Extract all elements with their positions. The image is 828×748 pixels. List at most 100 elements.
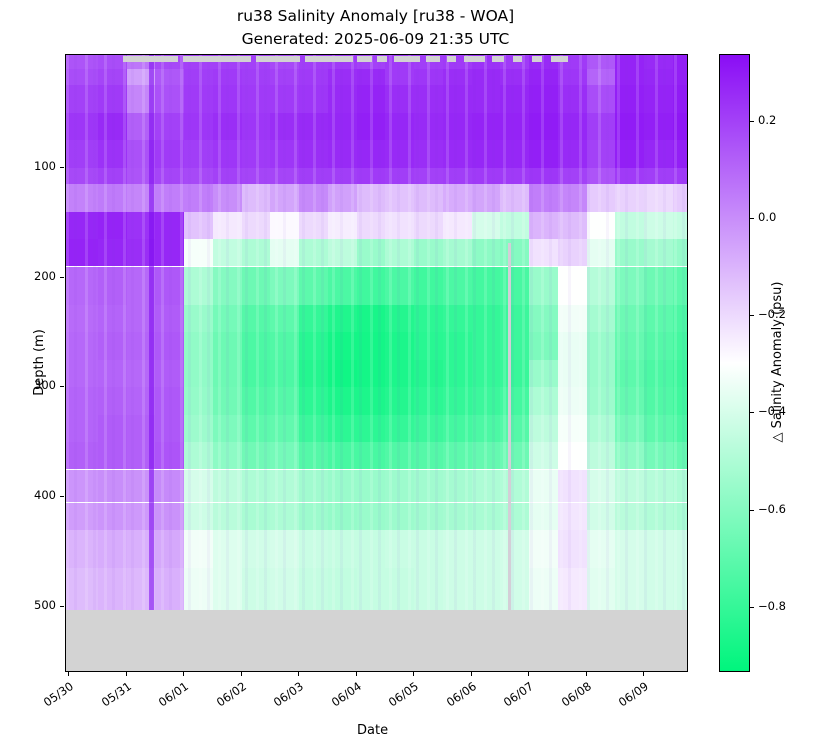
- heatmap-cell: [586, 359, 616, 388]
- heatmap-cell: [471, 140, 501, 168]
- heatmap-cell: [270, 167, 300, 185]
- heatmap-cell: [644, 69, 673, 86]
- heatmap-cell: [615, 304, 645, 333]
- heatmap-cell: [615, 442, 645, 470]
- heatmap-cell: [66, 85, 98, 113]
- heatmap-cell: [155, 69, 185, 86]
- heatmap-cell: [270, 568, 300, 610]
- heatmap-cell: [442, 359, 472, 388]
- heatmap-cell: [615, 332, 645, 360]
- heatmap-cell: [414, 414, 443, 443]
- heatmap-cell: [644, 469, 673, 503]
- heatmap-cell: [442, 529, 472, 569]
- chart-subtitle: Generated: 2025-06-09 21:35 UTC: [241, 30, 510, 48]
- x-tick-label: 06/09: [615, 679, 652, 710]
- heatmap-cell: [615, 167, 645, 185]
- heatmap-cell: [672, 239, 687, 267]
- heatmap-cell: [385, 304, 415, 333]
- heatmap-cell: [471, 442, 501, 470]
- x-tick-mark: [68, 672, 69, 676]
- heatmap-cell: [212, 568, 242, 610]
- heatmap-cell: [212, 167, 242, 185]
- colorbar-tick-mark: [750, 509, 754, 511]
- heatmap-cell: [644, 529, 673, 569]
- heatmap-cell: [442, 239, 472, 267]
- heatmap-cell: [184, 414, 213, 443]
- missing-surface-data-dash: [123, 56, 178, 62]
- heatmap-cell: [414, 140, 443, 168]
- heatmap-cell: [586, 184, 616, 212]
- missing-surface-data-dash: [357, 56, 372, 62]
- heatmap-cell: [97, 414, 127, 443]
- heatmap-cell: [241, 69, 271, 86]
- heatmap-cell: [270, 529, 300, 569]
- heatmap-cell: [155, 304, 185, 333]
- heatmap-cell: [155, 184, 185, 212]
- y-tick-label: 300: [34, 378, 56, 393]
- heatmap-cell: [442, 112, 472, 141]
- heatmap-cell: [672, 167, 687, 185]
- heatmap-cell: [97, 239, 127, 267]
- heatmap-cell: [66, 304, 98, 333]
- heatmap-cell: [155, 529, 185, 569]
- heatmap-cell: [241, 332, 271, 360]
- heatmap-cell: [184, 332, 213, 360]
- heatmap-cell: [299, 211, 328, 239]
- heatmap-cell: [97, 469, 127, 503]
- heatmap-cell: [529, 304, 558, 333]
- heatmap-cell: [529, 140, 558, 168]
- heatmap-cell: [184, 359, 213, 388]
- heatmap-cell: [299, 167, 328, 185]
- heatmap-cell: [299, 442, 328, 470]
- heatmap-cell: [385, 69, 415, 86]
- heatmap-cell: [471, 167, 501, 185]
- heatmap-cell: [184, 529, 213, 569]
- heatmap-cell: [672, 469, 687, 503]
- heatmap-cell: [270, 140, 300, 168]
- heatmap-cell: [644, 85, 673, 113]
- heatmap-cell: [672, 266, 687, 305]
- heatmap-cell: [500, 359, 530, 388]
- heatmap-cell: [672, 69, 687, 86]
- heatmap-cell: [442, 442, 472, 470]
- heatmap-cell: [442, 304, 472, 333]
- heatmap-cell: [672, 332, 687, 360]
- heatmap-cell: [644, 55, 673, 69]
- heatmap-cell: [184, 211, 213, 239]
- heatmap-cell: [557, 359, 587, 388]
- heatmap-cell: [586, 211, 616, 239]
- heatmap-cell: [327, 211, 357, 239]
- heatmap-cell: [586, 529, 616, 569]
- heatmap-cell: [66, 112, 98, 141]
- missing-surface-data-dash: [447, 56, 456, 62]
- heatmap-cell: [270, 85, 300, 113]
- heatmap-cell: [615, 140, 645, 168]
- heatmap-cell: [471, 502, 501, 530]
- heatmap-cell: [644, 239, 673, 267]
- heatmap-cell: [212, 140, 242, 168]
- heatmap-cell: [97, 112, 127, 141]
- heatmap-cell: [97, 55, 127, 69]
- heatmap-cell: [155, 266, 185, 305]
- heatmap-cell: [644, 387, 673, 415]
- heatmap-cell: [184, 167, 213, 185]
- heatmap-cell: [414, 469, 443, 503]
- heatmap-cell: [615, 414, 645, 443]
- heatmap-cell: [672, 184, 687, 212]
- chart-title-block: ru38 Salinity Anomaly [ru38 - WOA] Gener…: [65, 5, 686, 51]
- heatmap-cell: [66, 239, 98, 267]
- heatmap-cell: [212, 469, 242, 503]
- missing-surface-data-dash: [183, 56, 251, 62]
- heatmap-cell: [97, 529, 127, 569]
- heatmap-cell: [385, 414, 415, 443]
- heatmap-cell: [66, 469, 98, 503]
- heatmap-cell: [155, 387, 185, 415]
- heatmap-cell: [241, 387, 271, 415]
- heatmap-cell: [557, 529, 587, 569]
- heatmap-cell: [241, 568, 271, 610]
- heatmap-cell: [66, 442, 98, 470]
- x-tick-label: 05/31: [98, 679, 134, 710]
- heatmap-cell: [414, 112, 443, 141]
- heatmap-cell: [270, 266, 300, 305]
- heatmap-cell: [500, 69, 530, 86]
